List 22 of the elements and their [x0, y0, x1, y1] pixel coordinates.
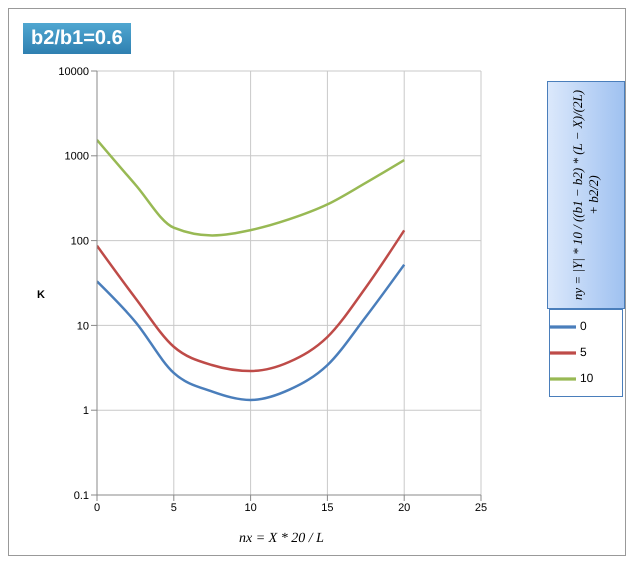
- x-tick-label: 5: [170, 502, 177, 514]
- y-tick-label: 1: [82, 405, 89, 418]
- legend-label: 0: [580, 319, 587, 334]
- x-tick-label: 10: [244, 502, 257, 514]
- y-tick-label: 100: [70, 236, 89, 248]
- legend-label: 10: [580, 371, 594, 386]
- line-series: [97, 263, 406, 402]
- text: ny = |Y| * 10 / ((b1 − b2) * (L − X)/(2L) + b2/2): [570, 88, 602, 302]
- line-series: [97, 138, 406, 237]
- y-axis-title: K: [37, 289, 45, 301]
- chart-title: b2/b1=0.6: [23, 23, 131, 54]
- y-tick-label: 10000: [58, 66, 89, 78]
- line-series: [97, 229, 406, 372]
- y-tick-label: 1000: [64, 150, 89, 163]
- x-tick-label: 20: [398, 502, 410, 514]
- legend-label: 5: [580, 345, 587, 360]
- x-tick-label: 15: [321, 502, 334, 514]
- x-tick-label: 0: [94, 502, 100, 514]
- y-tick-label: 10: [76, 320, 89, 332]
- x-tick-label: 25: [474, 502, 488, 514]
- y-tick-label: 0.1: [74, 490, 89, 502]
- x-axis-title: nx = X * 20 / L: [239, 531, 324, 547]
